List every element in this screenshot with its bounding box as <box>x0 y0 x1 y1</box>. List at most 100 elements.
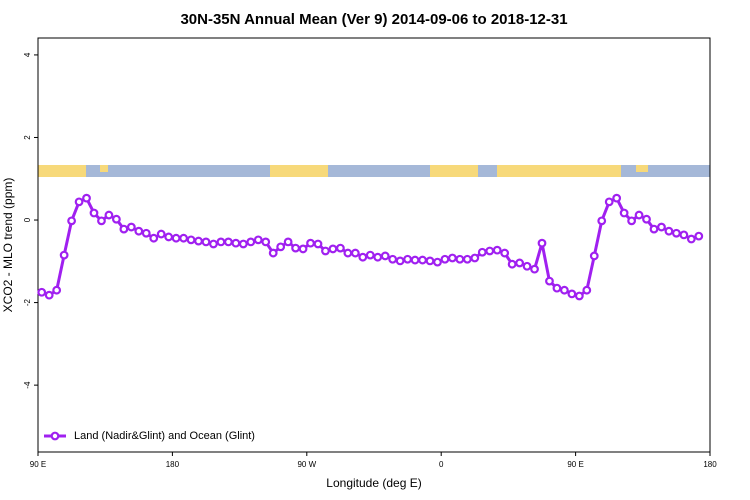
y-tick-label: 2 <box>23 135 32 140</box>
data-point <box>403 254 413 264</box>
data-point <box>388 254 398 264</box>
y-tick-label: 0 <box>23 217 32 222</box>
data-point <box>209 239 218 249</box>
data-point <box>582 285 592 295</box>
y-tick-label: -4 <box>23 381 32 389</box>
data-point <box>111 214 121 224</box>
data-point <box>119 224 129 234</box>
data-point <box>246 237 256 247</box>
data-point <box>515 258 524 268</box>
data-point <box>261 237 271 247</box>
data-point <box>44 290 54 300</box>
data-point <box>104 210 114 220</box>
data-point <box>37 287 47 297</box>
data-point <box>522 261 532 271</box>
data-point <box>642 214 651 224</box>
data-point <box>657 222 666 232</box>
data-point <box>679 230 689 240</box>
data-point <box>470 253 480 263</box>
data-point <box>589 251 599 261</box>
data-point <box>604 197 614 207</box>
data-point <box>291 243 301 253</box>
data-point <box>276 242 286 252</box>
plot-frame <box>37 37 711 453</box>
data-point <box>462 254 472 264</box>
land-band <box>497 165 621 177</box>
x-tick-label: 180 <box>166 460 180 469</box>
data-point <box>164 232 174 242</box>
data-point <box>156 229 166 239</box>
data-point <box>492 245 502 255</box>
data-point <box>567 289 577 299</box>
data-point <box>171 233 181 243</box>
x-tick-label: 90 W <box>297 460 316 469</box>
data-point <box>52 285 62 295</box>
data-point <box>283 237 293 247</box>
data-point <box>672 228 681 238</box>
data-point <box>336 243 345 253</box>
data-point <box>433 257 442 267</box>
land-band <box>38 165 86 177</box>
data-point <box>560 285 569 295</box>
data-point <box>350 248 360 258</box>
data-point <box>380 251 390 261</box>
data-point <box>313 239 323 249</box>
data-point <box>97 216 106 226</box>
data-point <box>373 252 383 262</box>
data-point <box>149 233 159 243</box>
data-point <box>179 233 189 243</box>
data-point <box>89 208 99 218</box>
x-axis-label: Longitude (deg E) <box>326 476 421 490</box>
y-tick-label: -2 <box>23 298 32 306</box>
data-point <box>500 248 510 258</box>
y-axis-label: XCO2 - MLO trend (ppm) <box>1 178 15 313</box>
data-point <box>545 276 554 286</box>
data-point <box>306 238 315 248</box>
data-point <box>664 226 674 236</box>
data-point <box>440 254 450 264</box>
data-point <box>455 254 465 264</box>
land-band <box>636 165 648 172</box>
data-point <box>201 237 211 247</box>
data-point <box>425 256 435 266</box>
data-point <box>238 239 248 249</box>
data-point <box>552 283 562 293</box>
data-point <box>612 193 622 203</box>
land-band <box>100 165 108 172</box>
data-point <box>194 236 203 246</box>
data-point <box>231 238 241 248</box>
x-tick-label: 0 <box>439 460 444 469</box>
data-point <box>507 259 517 269</box>
data-point <box>253 235 263 245</box>
data-point <box>530 264 539 274</box>
data-point <box>328 244 338 254</box>
data-point <box>59 250 69 260</box>
data-point <box>694 231 704 241</box>
data-point <box>395 256 405 266</box>
data-point <box>448 253 457 263</box>
data-point <box>485 246 495 256</box>
map-strip <box>38 165 710 177</box>
x-tick-label: 90 E <box>30 460 46 469</box>
data-point <box>649 224 659 234</box>
data-point <box>619 208 629 218</box>
y-tick-label: 4 <box>23 52 32 57</box>
data-point <box>597 216 607 226</box>
x-tick-label: 180 <box>703 460 717 469</box>
data-point <box>321 246 330 256</box>
data-point <box>358 252 368 262</box>
data-point <box>627 216 636 226</box>
data-point <box>410 255 420 265</box>
legend-marker <box>50 431 60 441</box>
chart-title: 30N-35N Annual Mean (Ver 9) 2014-09-06 t… <box>180 11 567 28</box>
data-point <box>418 255 427 265</box>
data-point <box>216 237 226 247</box>
data-point <box>141 228 151 238</box>
data-point <box>343 248 353 258</box>
data-point <box>126 222 136 232</box>
x-tick-label: 90 E <box>567 460 583 469</box>
land-band <box>430 165 478 177</box>
data-point <box>477 247 487 257</box>
